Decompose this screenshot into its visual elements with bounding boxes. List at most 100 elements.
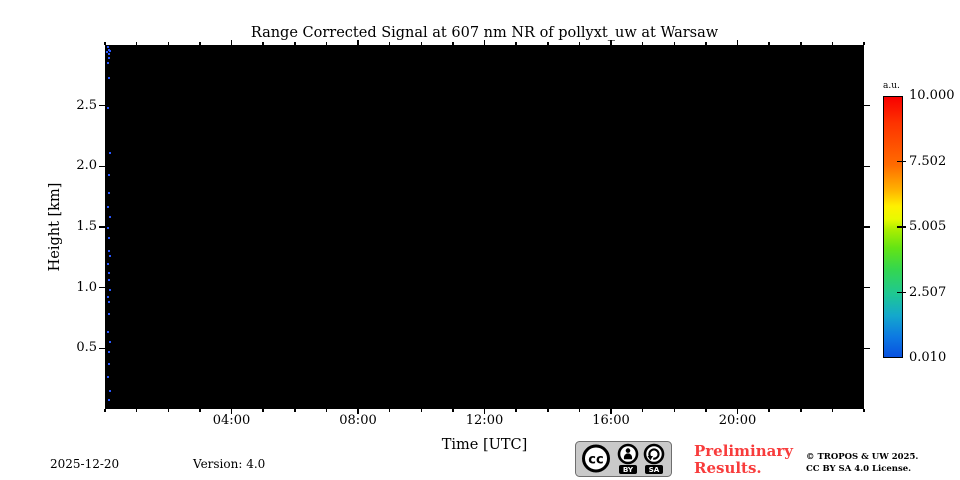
x-tick-label: 20:00 xyxy=(718,413,757,428)
noise-pixel xyxy=(107,61,110,64)
chart-title: Range Corrected Signal at 607 nm NR of p… xyxy=(250,25,719,41)
preliminary-note: Preliminary Results. xyxy=(694,443,793,477)
x-axis-tick xyxy=(578,42,581,45)
y-tick-label: 1.5 xyxy=(76,219,97,234)
x-axis-tick xyxy=(294,409,296,412)
noise-pixel xyxy=(108,151,111,154)
noise-pixel xyxy=(108,191,111,194)
noise-pixel xyxy=(108,362,111,365)
x-axis-tick xyxy=(167,42,169,45)
x-axis-tick xyxy=(452,42,454,45)
x-axis-tick xyxy=(357,40,359,45)
x-axis-tick xyxy=(641,409,644,412)
x-axis-tick xyxy=(230,409,233,414)
svg-text:cc: cc xyxy=(588,453,603,468)
cc-by-label: BY xyxy=(623,465,634,474)
noise-pixel xyxy=(106,46,109,49)
noise-pixel xyxy=(109,216,112,219)
x-axis-tick xyxy=(294,42,296,45)
x-axis-tick xyxy=(736,40,739,45)
y-axis-tick xyxy=(864,104,870,107)
x-axis-tick xyxy=(135,409,138,412)
x-tick-label: 08:00 xyxy=(339,413,377,428)
x-tick-label: 04:00 xyxy=(212,413,251,428)
x-axis-tick xyxy=(515,409,517,412)
y-tick-label: 2.5 xyxy=(76,97,97,113)
noise-pixel xyxy=(106,206,109,209)
x-axis-tick xyxy=(641,42,644,45)
noise-pixel xyxy=(108,389,111,392)
x-axis-tick xyxy=(863,409,865,412)
x-axis-label: Time [UTC] xyxy=(441,437,528,453)
noise-pixel xyxy=(108,313,111,316)
x-axis-tick xyxy=(768,409,770,412)
x-axis-tick xyxy=(262,409,264,412)
noise-pixel xyxy=(106,51,109,54)
x-axis-tick xyxy=(547,42,549,45)
y-axis-tick xyxy=(99,226,105,228)
y-tick-label: 1.0 xyxy=(76,279,97,295)
y-axis-tick xyxy=(99,286,105,289)
colorbar-tick-label: 2.507 xyxy=(909,284,947,300)
x-axis-tick xyxy=(325,409,328,412)
x-axis-tick xyxy=(325,42,328,45)
colorbar-tick xyxy=(897,226,906,228)
x-axis-tick xyxy=(831,409,834,412)
x-axis-tick xyxy=(705,42,707,45)
colorbar-tick-label: 0.010 xyxy=(909,350,947,365)
share-alike-arrow-icon xyxy=(643,443,665,465)
noise-pixel xyxy=(107,227,110,229)
x-axis-tick xyxy=(420,42,422,45)
x-axis-tick xyxy=(515,42,517,45)
x-axis-tick xyxy=(262,42,264,45)
x-axis-tick xyxy=(199,409,201,412)
footer-date: 2025-12-20 xyxy=(50,457,120,471)
x-axis-tick xyxy=(452,409,454,412)
x-axis-tick xyxy=(167,409,169,412)
noise-pixel xyxy=(108,57,111,60)
colorbar-tick-label: 7.502 xyxy=(909,153,947,169)
cc-sa-label-pill xyxy=(645,465,663,474)
cc-by-label-pill xyxy=(619,465,637,474)
x-axis-tick xyxy=(800,42,802,45)
noise-pixel xyxy=(108,271,111,274)
noise-pixel xyxy=(109,49,112,52)
x-axis-tick xyxy=(230,40,233,45)
noise-pixel xyxy=(107,76,110,79)
x-axis-tick xyxy=(135,42,138,45)
x-axis-tick xyxy=(483,40,486,45)
y-tick-label: 2.0 xyxy=(76,158,97,174)
x-axis-tick xyxy=(831,42,834,45)
y-tick-label: 0.5 xyxy=(76,340,97,356)
y-axis-tick xyxy=(864,226,870,228)
noise-pixel xyxy=(107,279,110,282)
y-axis-tick xyxy=(99,165,105,168)
cc-sa-label: SA xyxy=(649,465,660,474)
noise-pixel xyxy=(106,106,109,109)
footer-version: Version: 4.0 xyxy=(193,457,266,471)
x-axis-tick xyxy=(104,409,106,412)
colorbar-tick-label: 5.005 xyxy=(909,219,947,234)
x-tick-label: 12:00 xyxy=(465,413,504,428)
y-axis-tick xyxy=(864,286,870,289)
preliminary-line2: Results. xyxy=(694,459,762,477)
noise-pixel xyxy=(107,173,110,176)
noise-pixel xyxy=(107,250,110,253)
x-axis-tick xyxy=(736,409,739,414)
x-axis-tick xyxy=(420,409,422,412)
copyright-line2: CC BY SA 4.0 License. xyxy=(806,464,912,474)
y-axis-tick xyxy=(864,347,870,350)
noise-pixel xyxy=(108,288,111,291)
noise-pixel xyxy=(107,296,110,299)
noise-pixel xyxy=(107,350,110,353)
x-axis-tick xyxy=(483,409,486,414)
noise-pixel xyxy=(108,48,111,51)
x-axis-tick xyxy=(800,409,802,412)
noise-pixel xyxy=(106,263,109,266)
copyright-note: © TROPOS & UW 2025. CC BY SA 4.0 License… xyxy=(806,451,918,475)
noise-pixel xyxy=(106,331,109,334)
colorbar-tick xyxy=(897,291,906,294)
copyright-line1: © TROPOS & UW 2025. xyxy=(806,452,919,462)
x-axis-tick xyxy=(388,409,391,412)
x-axis-tick xyxy=(610,409,612,414)
